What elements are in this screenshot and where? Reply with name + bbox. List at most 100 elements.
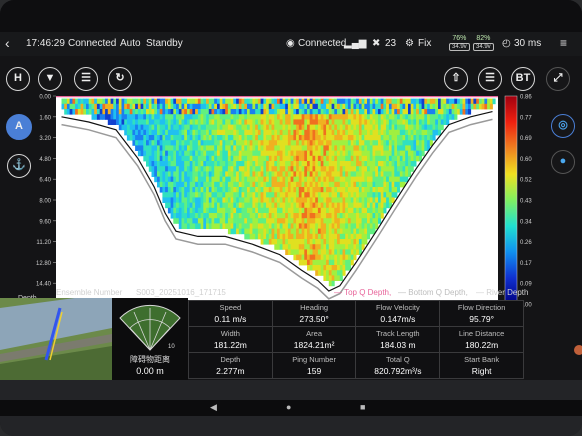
refresh-button[interactable]: ↻: [108, 67, 132, 91]
velocity-cell: [203, 181, 207, 188]
velocity-cell: [378, 213, 382, 219]
nav-home-icon[interactable]: ●: [286, 402, 292, 412]
velocity-cell: [277, 166, 281, 172]
export-button[interactable]: ⇧: [444, 67, 468, 91]
velocity-cell: [208, 103, 212, 110]
velocity-cell: [304, 176, 308, 183]
velocity-cell: [266, 228, 270, 235]
side-handle-icon[interactable]: [574, 345, 582, 355]
velocity-cell: [350, 98, 354, 105]
velocity-cell: [263, 150, 267, 157]
velocity-cell: [298, 181, 302, 188]
velocity-cell: [424, 109, 428, 115]
velocity-cell: [337, 233, 341, 240]
app-screen: ‹ 17:46:29 Connected Auto Standby ◉ Conn…: [0, 32, 582, 380]
velocity-cell: [328, 223, 332, 229]
velocity-cell: [323, 197, 327, 203]
velocity-cell: [217, 192, 221, 198]
velocity-cell: [154, 155, 158, 162]
velocity-cell: [358, 150, 362, 157]
list-view-button[interactable]: ☰: [478, 67, 502, 91]
velocity-cell: [274, 119, 278, 125]
nav-back-icon[interactable]: ◀: [210, 402, 217, 412]
velocity-cell: [257, 129, 261, 136]
velocity-cell: [99, 109, 103, 115]
velocity-cell: [277, 150, 281, 157]
sonar-view-button[interactable]: ◎: [551, 114, 575, 138]
velocity-cell: [304, 103, 308, 110]
record-button[interactable]: ●: [551, 150, 575, 174]
back-icon[interactable]: ‹: [5, 35, 10, 51]
velocity-cell: [277, 103, 281, 110]
expand-button[interactable]: ⤢: [546, 67, 570, 91]
velocity-cell: [121, 109, 125, 115]
velocity-cell: [154, 140, 158, 146]
velocity-cell: [165, 124, 169, 131]
velocity-cell: [249, 135, 253, 141]
velocity-cell: [312, 202, 316, 209]
velocity-cell: [203, 124, 207, 131]
velocity-cell: [304, 197, 308, 203]
velocity-cell: [203, 150, 207, 157]
bottom-track-button[interactable]: BT: [511, 67, 535, 91]
velocity-cell: [301, 166, 305, 172]
velocity-cell: [298, 129, 302, 136]
velocity-cell: [64, 109, 68, 115]
y-tick-label: 12.80: [36, 261, 52, 267]
velocity-cell: [301, 207, 305, 214]
velocity-cell: [238, 145, 242, 151]
velocity-cell: [347, 223, 351, 229]
velocity-cell: [282, 140, 286, 146]
velocity-cell: [181, 197, 185, 203]
velocity-cell: [459, 103, 463, 110]
velocity-cell: [462, 103, 466, 110]
velocity-cell: [192, 213, 196, 219]
measure-button[interactable]: ▼: [38, 67, 62, 91]
velocity-cell: [304, 218, 308, 224]
velocity-cell: [296, 176, 300, 183]
signal-icon: ▂▄▆: [344, 38, 367, 49]
velocity-cell: [358, 233, 362, 240]
velocity-cell: [282, 166, 286, 172]
velocity-cell: [271, 166, 275, 172]
velocity-cell: [320, 254, 324, 261]
velocity-cell: [178, 213, 182, 219]
velocity-cell: [413, 155, 417, 162]
velocity-cell: [334, 228, 338, 235]
velocity-cell: [285, 233, 289, 240]
velocity-cell: [200, 119, 204, 125]
velocity-cell: [312, 171, 316, 177]
velocity-cell: [200, 103, 204, 110]
velocity-cell: [260, 213, 264, 219]
velocity-cell: [225, 140, 229, 146]
velocity-cell: [432, 109, 436, 115]
velocity-cell: [388, 114, 392, 120]
velocity-cell: [271, 140, 275, 146]
velocity-cell: [222, 218, 226, 224]
auto-mode-button[interactable]: A: [6, 114, 32, 140]
settings-list-button[interactable]: ☰: [74, 67, 98, 91]
velocity-cell: [473, 103, 477, 110]
cell-label: Heading: [300, 303, 329, 312]
velocity-cell: [328, 145, 332, 151]
velocity-cell: [192, 223, 196, 229]
velocity-cell: [328, 259, 332, 266]
velocity-cell: [222, 129, 226, 136]
menu-icon[interactable]: ≡: [560, 36, 568, 50]
velocity-cell: [266, 155, 270, 162]
velocity-cell: [347, 244, 351, 250]
velocity-cell: [222, 140, 226, 146]
velocity-cell: [380, 98, 384, 105]
anchor-button[interactable]: ⚓: [7, 154, 31, 178]
velocity-cell: [356, 239, 360, 245]
velocity-cell: [197, 140, 201, 146]
velocity-cell: [378, 124, 382, 131]
velocity-cell: [342, 218, 346, 224]
home-point-button[interactable]: H: [6, 67, 30, 91]
velocity-cell: [279, 103, 283, 110]
velocity-cell: [192, 202, 196, 209]
velocity-cell: [236, 155, 240, 162]
map-thumbnail[interactable]: [0, 298, 112, 380]
velocity-cell: [230, 150, 234, 157]
nav-recents-icon[interactable]: ■: [360, 402, 366, 412]
